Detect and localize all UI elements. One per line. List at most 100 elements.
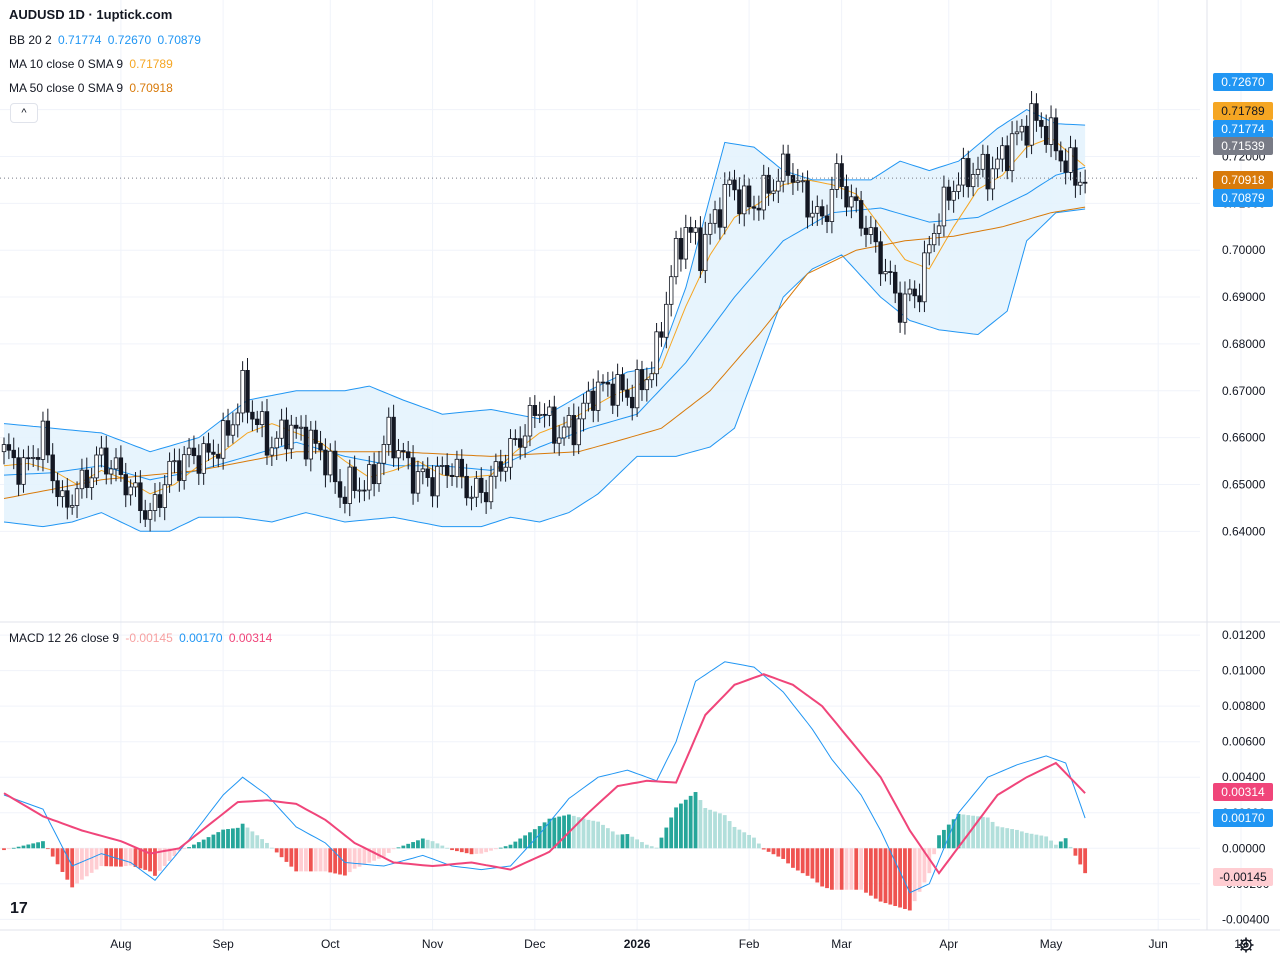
ma50-legend[interactable]: MA 50 close 0 SMA 9 0.70918 — [9, 81, 176, 95]
candle — [615, 363, 620, 417]
candle-body — [201, 443, 206, 474]
candle-body — [181, 454, 187, 481]
macd-histogram-bar — [80, 848, 84, 880]
candle-body — [951, 191, 956, 201]
candle — [664, 291, 669, 349]
candle — [113, 448, 119, 482]
candle-body — [591, 390, 596, 411]
bb-legend[interactable]: BB 20 2 0.71774 0.72670 0.70879 — [9, 33, 204, 47]
macd-lines — [3, 661, 1086, 894]
ma10-legend[interactable]: MA 10 close 0 SMA 9 0.71789 — [9, 57, 176, 71]
gear-icon[interactable] — [1238, 937, 1254, 953]
candle-body — [167, 460, 172, 486]
candle-body — [415, 471, 421, 494]
candle-body — [1009, 133, 1015, 172]
candle — [639, 360, 645, 401]
time-tick-label: 2026 — [624, 937, 651, 951]
macd-histogram-bar — [679, 803, 683, 849]
candle-body — [858, 200, 864, 229]
candle-body — [31, 457, 36, 459]
candle — [678, 227, 684, 272]
grid — [0, 0, 1242, 930]
logo-text: 17 — [10, 900, 28, 917]
macd-histogram-bar — [1000, 827, 1005, 849]
candle — [620, 367, 625, 402]
candle-body — [235, 412, 240, 426]
candle-body — [664, 303, 669, 338]
candle-body — [211, 451, 216, 455]
symbol-title: AUDUSD 1D · 1uptick.com — [9, 7, 173, 22]
candle — [65, 478, 70, 520]
macd-legend[interactable]: MACD 12 26 close 9 -0.00145 0.00170 0.00… — [9, 631, 275, 645]
candle — [328, 443, 333, 483]
candle-body — [668, 276, 674, 305]
candle-body — [1034, 103, 1039, 121]
macd-histogram-bar — [304, 848, 308, 872]
time-tick-label: Dec — [524, 937, 545, 951]
candle — [980, 144, 986, 178]
candle — [819, 199, 825, 225]
collapse-legend-button[interactable]: ^ — [10, 103, 38, 123]
macd-histogram-bar — [347, 848, 352, 873]
candle — [849, 184, 854, 219]
badge-macd-bg — [1213, 809, 1273, 827]
candle-body — [595, 381, 601, 411]
candle — [269, 436, 275, 467]
candle — [946, 179, 951, 211]
candle — [810, 200, 815, 226]
macd-histogram-bar — [401, 845, 406, 849]
candle — [727, 171, 732, 197]
candle-body — [712, 209, 718, 224]
candle — [961, 147, 966, 198]
candle — [50, 443, 55, 494]
candle-body — [863, 227, 869, 235]
macd-histogram-bar — [995, 826, 1000, 849]
macd-histogram-bar — [333, 848, 338, 874]
macd-histogram-bar — [284, 848, 289, 862]
macd-histogram-bar — [644, 844, 649, 849]
candle-body — [440, 465, 445, 467]
candle-body — [35, 457, 41, 460]
macd-histogram-bar — [255, 835, 260, 849]
macd-histogram-bar — [659, 837, 664, 849]
macd-histogram-bar — [591, 820, 596, 849]
time-tick-label: Jun — [1149, 937, 1168, 951]
price-tick-label: 0.70000 — [1222, 243, 1266, 257]
candle-body — [873, 227, 878, 243]
candle-body — [362, 489, 367, 492]
tradingview-logo[interactable]: 17 — [10, 900, 28, 918]
candle-body — [74, 488, 80, 506]
candle — [907, 279, 913, 302]
candle-body — [391, 416, 396, 459]
badge-macd-text: 0.00170 — [1221, 811, 1265, 825]
candle — [790, 163, 796, 195]
candle — [128, 479, 133, 506]
macd-histogram-bar — [786, 848, 790, 864]
macd-histogram-bar — [620, 834, 625, 849]
candle-body — [995, 158, 1000, 170]
macd-histogram-bar — [956, 813, 961, 849]
candle-body — [464, 475, 469, 499]
candle-body — [586, 390, 591, 404]
candle — [420, 461, 426, 485]
candle — [542, 403, 547, 428]
macd-histogram-bar — [898, 848, 902, 908]
candle — [367, 455, 372, 500]
candle-body — [610, 383, 615, 406]
macd-histogram-bar — [562, 815, 566, 849]
macd-histogram-bar — [1078, 848, 1083, 865]
candle-body — [328, 450, 333, 476]
macd-tick-label: 0.00000 — [1222, 841, 1266, 855]
macd-histogram-bar — [299, 848, 303, 872]
candle-body — [1019, 125, 1025, 133]
macd-histogram-bar — [756, 843, 761, 849]
candle — [332, 440, 338, 494]
candle-body — [1063, 160, 1068, 173]
candle-body — [688, 227, 693, 233]
macd-histogram-bar — [883, 848, 888, 904]
candle — [264, 399, 270, 465]
macd-histogram-bar — [323, 848, 328, 872]
bollinger-band-fill — [4, 109, 1086, 532]
time-tick-label: Aug — [110, 937, 131, 951]
